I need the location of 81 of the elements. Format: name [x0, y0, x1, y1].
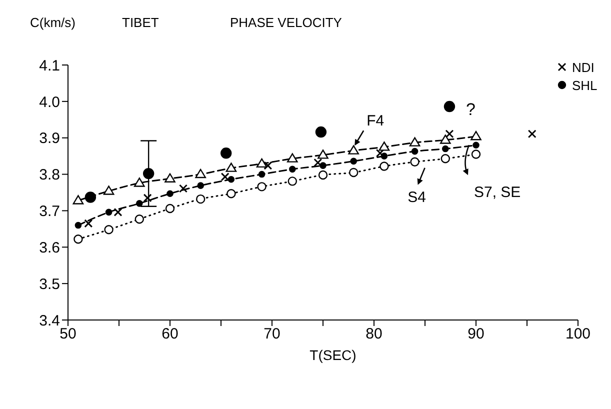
point — [84, 219, 93, 228]
y-tick-label: 3.6 — [39, 239, 60, 256]
point — [226, 162, 237, 172]
y-tick-label: 3.5 — [39, 276, 60, 293]
chart-subtitle: PHASE VELOCITY — [230, 15, 342, 30]
point — [289, 166, 296, 173]
point — [376, 148, 384, 158]
point — [179, 184, 188, 193]
point — [380, 162, 389, 171]
point — [378, 142, 390, 151]
point — [258, 170, 266, 178]
x-tick-label: 80 — [366, 326, 382, 343]
annotation: ? — [466, 100, 476, 120]
point — [287, 153, 298, 162]
point — [410, 157, 420, 166]
point — [380, 152, 388, 160]
point — [440, 154, 450, 164]
point — [445, 130, 454, 138]
point — [318, 170, 328, 180]
point — [528, 130, 536, 138]
point — [72, 195, 84, 204]
point — [318, 150, 328, 159]
y-tick-label: 3.9 — [39, 130, 60, 148]
y-tick-label: 4.1 — [39, 57, 60, 74]
point — [470, 131, 482, 140]
point — [228, 176, 235, 183]
point — [257, 182, 266, 192]
point — [348, 145, 359, 154]
point — [142, 168, 154, 180]
point — [411, 148, 418, 155]
point — [164, 173, 176, 182]
x-tick-label: 100 — [565, 326, 591, 343]
point — [256, 158, 268, 168]
point — [264, 161, 272, 170]
x-tick-label: 60 — [162, 326, 178, 343]
x-tick-label: 70 — [264, 326, 280, 343]
point — [105, 208, 112, 216]
x-tick-label: 50 — [60, 326, 76, 343]
point — [409, 137, 420, 146]
y-tick-label: 3.4 — [39, 312, 60, 330]
y-tick-label: 3.7 — [39, 203, 60, 220]
point — [315, 126, 327, 138]
point — [84, 192, 96, 203]
x-tick-label: 90 — [468, 326, 484, 343]
point — [349, 168, 358, 178]
point — [314, 158, 322, 167]
x-axis-title: T(SEC) — [310, 347, 356, 363]
point — [143, 194, 152, 202]
chart-title: TIBET — [122, 15, 159, 30]
y-tick-label: 4.0 — [39, 94, 60, 111]
legend-label: SHL — [572, 78, 598, 92]
point — [104, 225, 114, 234]
point — [444, 100, 456, 112]
point — [136, 200, 143, 207]
legend-label: NDI — [572, 60, 594, 74]
annotation: F4 — [366, 112, 384, 130]
point — [196, 194, 206, 204]
point — [220, 148, 232, 159]
annotation: S7, SE — [474, 184, 521, 202]
point — [166, 190, 174, 197]
point — [440, 134, 451, 144]
y-axis-title: C(km/s) — [30, 15, 76, 30]
point — [74, 222, 82, 229]
point — [472, 142, 480, 149]
point — [103, 186, 114, 195]
y-tick-label: 3.8 — [39, 166, 60, 184]
point — [288, 176, 297, 186]
point — [195, 168, 206, 178]
point — [197, 182, 204, 189]
point — [134, 178, 145, 187]
point — [114, 208, 122, 216]
point — [134, 214, 144, 224]
point — [74, 234, 83, 244]
point — [350, 158, 357, 165]
point — [220, 172, 230, 182]
point — [471, 150, 481, 159]
point — [165, 204, 175, 214]
point — [442, 145, 449, 152]
annotation: S4 — [408, 188, 426, 206]
point — [226, 188, 236, 198]
point — [320, 162, 326, 169]
